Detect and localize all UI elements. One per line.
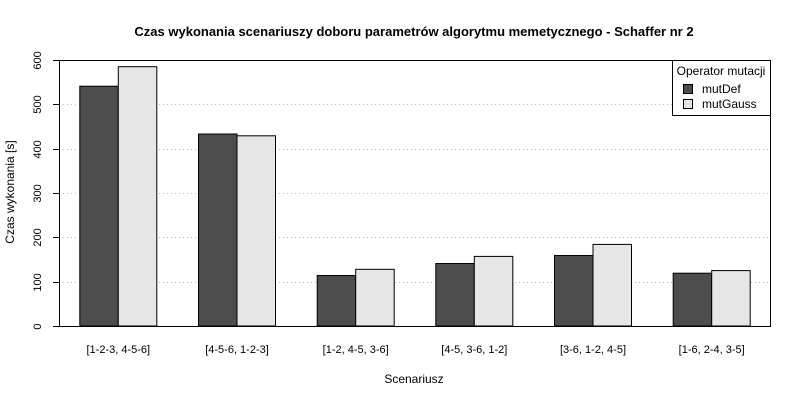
bar-mutDef-4 (554, 255, 594, 327)
y-tick-label: 100 (32, 273, 44, 291)
bar-mutDef-3 (435, 263, 475, 327)
bar-mutGauss-4 (592, 243, 632, 327)
legend-title: Operator mutacji (677, 64, 766, 78)
axes-layer: [1-2-3, 4-5-6] [4-5-6, 1-2-3] [1-2, 4-5, 3… (32, 51, 771, 356)
y-tick-label: 200 (32, 228, 44, 246)
legend-swatch-mutDef (683, 84, 693, 94)
bar-mutGauss-0 (117, 66, 158, 327)
legend-label-mutDef: mutDef (702, 82, 741, 96)
grid-layer (59, 60, 771, 283)
bar-mutGauss-5 (711, 270, 751, 327)
y-axis-label: Czas wykonania [s] (3, 140, 17, 243)
y-tick-label: 400 (32, 140, 44, 158)
bar-mutGauss-2 (355, 268, 395, 327)
y-tick-label: 500 (32, 95, 44, 113)
plot-frame (59, 60, 771, 327)
y-tick-label: 300 (32, 184, 44, 202)
x-tick-label: [3-6, 1-2, 4-5] (560, 344, 626, 356)
legend-swatch-mutGauss (683, 99, 693, 109)
bar-mutDef-2 (316, 275, 357, 327)
bar-mutDef-1 (198, 133, 238, 327)
bar-mutGauss-1 (236, 135, 276, 327)
x-tick-label: [4-5-6, 1-2-3] (205, 344, 269, 356)
x-axis-label: Scenariusz (384, 372, 443, 386)
bars-layer (79, 66, 751, 327)
x-tick-label: [1-2-3, 4-5-6] (87, 344, 151, 356)
bar-mutGauss-3 (473, 255, 514, 327)
y-tick-label: 0 (32, 323, 44, 329)
legend-label-mutGauss: mutGauss (702, 97, 757, 111)
x-tick-label: [4-5, 3-6, 1-2] (441, 344, 507, 356)
x-tick-label: [1-6, 2-4, 3-5] (679, 344, 745, 356)
x-tick-label: [1-2, 4-5, 3-6] (323, 344, 389, 356)
bar-mutDef-5 (672, 272, 713, 327)
bar-mutDef-0 (79, 85, 119, 327)
chart-title: Czas wykonania scenariuszy doboru parame… (134, 24, 693, 39)
y-tick-label: 600 (32, 51, 44, 69)
